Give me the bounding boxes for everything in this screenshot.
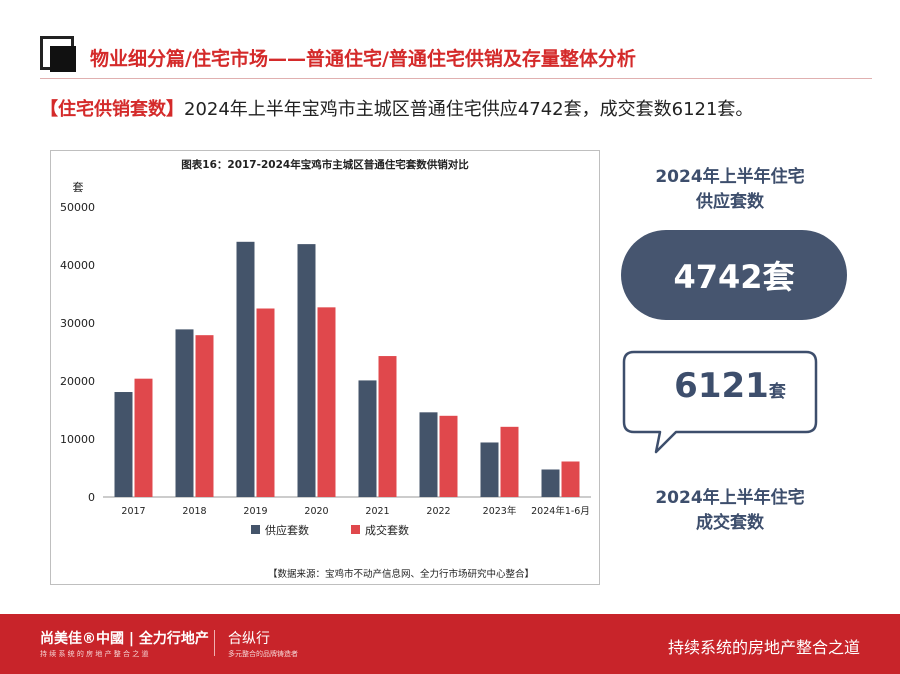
legend-label: 成交套数: [365, 523, 409, 537]
x-tick-label: 2022: [426, 506, 450, 517]
y-tick-label: 50000: [60, 201, 95, 214]
x-tick-label: 2024年1-6月: [531, 505, 590, 517]
bar-supply: [358, 380, 377, 497]
footer-brand-logo: 尚美佳®中國 | 全力行地产: [40, 631, 209, 647]
footer-partner-logo: 合纵行: [228, 631, 270, 647]
deal-number: 6121: [674, 366, 769, 406]
data-source-note: 【数据来源：宝鸡市不动产信息网、全力行市场研究中心整合】: [268, 569, 535, 580]
bar-deal: [378, 356, 397, 497]
y-tick-label: 20000: [60, 375, 95, 388]
x-tick-label: 2019: [243, 506, 267, 517]
supply-value-pill: 4742套: [621, 230, 847, 320]
header-square-fill: [50, 46, 76, 72]
footer-divider: [214, 630, 215, 656]
x-tick-label: 2017: [121, 506, 145, 517]
y-tick-label: 10000: [60, 433, 95, 446]
supply-title: 2024年上半年住宅 供应套数: [620, 165, 840, 215]
legend-swatch: [351, 525, 360, 534]
x-tick-label: 2020: [304, 506, 328, 517]
supply-title-line1: 2024年上半年住宅: [655, 167, 805, 187]
bar-supply: [297, 244, 316, 497]
y-tick-label: 40000: [60, 259, 95, 272]
page-title: 物业细分篇/住宅市场——普通住宅/普通住宅供销及存量整体分析: [90, 48, 636, 70]
bar-deal: [561, 461, 580, 497]
footer-bar: 尚美佳®中國 | 全力行地产 持 续 系 统 的 房 地 产 整 合 之 道 合…: [0, 614, 900, 674]
speech-bubble-icon: [622, 350, 818, 454]
bar-supply: [480, 442, 499, 497]
summary-line: 【住宅供销套数】2024年上半年宝鸡市主城区普通住宅供应4742套，成交套数61…: [40, 95, 753, 121]
bar-deal: [500, 426, 519, 497]
legend-label: 供应套数: [265, 523, 309, 537]
x-tick-label: 2021: [365, 506, 389, 517]
y-axis-unit-label: 套: [73, 181, 84, 194]
footer-slogan: 持续系统的房地产整合之道: [667, 638, 860, 657]
deal-title-line2: 成交套数: [696, 513, 764, 533]
y-tick-label: 30000: [60, 317, 95, 330]
legend-swatch: [251, 525, 260, 534]
deal-unit: 套: [768, 382, 786, 402]
supply-title-line2: 供应套数: [696, 192, 764, 212]
bar-supply: [114, 392, 133, 497]
bar-supply: [541, 469, 560, 497]
bar-supply: [236, 241, 255, 497]
summary-tag: 【住宅供销套数】: [40, 99, 184, 120]
footer-brand-tagline: 持 续 系 统 的 房 地 产 整 合 之 道: [40, 650, 149, 658]
chart-title: 图表16：2017-2024年宝鸡市主城区普通住宅套数供销对比: [181, 158, 469, 171]
bar-deal: [195, 335, 214, 497]
deal-title-line1: 2024年上半年住宅: [655, 488, 805, 508]
x-tick-label: 2023年: [483, 505, 517, 517]
bar-deal: [256, 308, 275, 497]
bar-deal: [439, 415, 458, 497]
y-tick-label: 0: [88, 491, 95, 504]
deal-value: 6121套: [640, 366, 820, 406]
bar-deal: [134, 378, 153, 497]
x-tick-label: 2018: [182, 506, 206, 517]
chart-container: 图表16：2017-2024年宝鸡市主城区普通住宅套数供销对比套 0 10000 20…: [50, 150, 600, 585]
bar-supply: [175, 329, 194, 497]
header-divider: [40, 78, 872, 79]
bar-deal: [317, 307, 336, 497]
footer-partner-tagline: 多元整合的品牌铸造者: [228, 650, 298, 658]
summary-text: 2024年上半年宝鸡市主城区普通住宅供应4742套，成交套数6121套。: [184, 99, 754, 120]
bar-supply: [419, 412, 438, 497]
deal-title: 2024年上半年住宅 成交套数: [620, 486, 840, 536]
